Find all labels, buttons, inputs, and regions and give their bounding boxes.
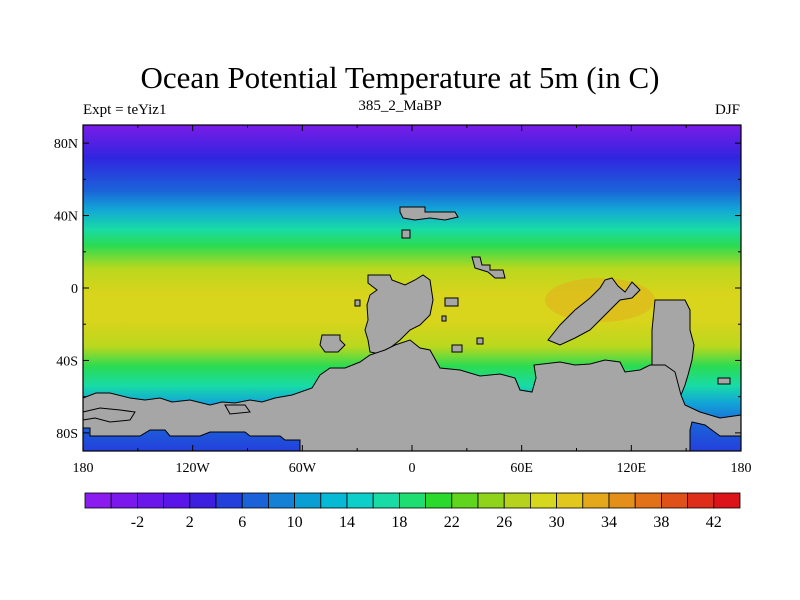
colorbar-swatch [189,492,217,509]
x-tick-labels: 180 120W 60W 0 60E 120E 180 [73,461,752,476]
island-north-small [401,229,411,239]
season-label: DJF [714,102,740,118]
colorbar [84,492,741,509]
colorbar-swatch [425,492,453,509]
colorbar-swatch [294,492,322,509]
x-tick-label: 60W [289,461,317,476]
island-small-5 [476,337,484,345]
colorbar-swatch [556,492,584,509]
colorbar-swatch [398,492,426,509]
axis-ticks [82,125,742,451]
colorbar-swatch [713,492,741,509]
land-masses [82,206,742,452]
colorbar-swatch [267,492,295,509]
x-tick-label: 180 [731,461,752,476]
ice-shelf-mid [224,404,251,415]
colorbar-swatch [136,492,164,509]
y-tick-label: 80N [54,137,78,152]
colorbar-swatch [582,492,610,509]
x-tick-label: 0 [409,461,416,476]
colorbar-label: 38 [653,514,669,531]
y-tick-label: 80S [56,427,78,442]
x-tick-label: 60E [510,461,533,476]
period-label: 385_2_MaBP [358,98,442,114]
y-tick-labels: 80N 40N 0 40S 80S [54,137,78,442]
colorbar-label: 42 [706,514,722,531]
colorbar-label: 6 [238,514,246,531]
landmass-east [547,277,641,346]
colorbar-labels: -2 2 6 10 14 18 22 26 30 34 38 42 [131,514,722,531]
colorbar-swatch [608,492,636,509]
ice-shelf-west [82,407,136,423]
colorbar-label: 34 [601,514,617,531]
colorbar-swatch [687,492,715,509]
y-tick-label: 40N [54,210,78,225]
island-small-2 [444,297,459,307]
island-east-1 [471,256,506,279]
colorbar-swatch [320,492,348,509]
colorbar-swatch [451,492,479,509]
colorbar-label: 18 [391,514,407,531]
colorbar-label: 14 [339,514,355,531]
colorbar-swatch [530,492,558,509]
colorbar-swatch [634,492,662,509]
colorbar-swatch [84,492,112,509]
island-small-1 [354,299,361,307]
colorbar-swatch [110,492,138,509]
y-tick-label: 0 [71,282,78,297]
colorbar-swatch [346,492,374,509]
colorbar-swatch [215,492,243,509]
experiment-label: Expt = teYiz1 [83,102,167,118]
landmass-north [399,206,459,221]
colorbar-label: -2 [131,514,144,531]
colorbar-label: 26 [496,514,512,531]
colorbar-swatch [372,492,400,509]
colorbar-swatch [163,492,191,509]
landmass-central [364,274,434,355]
colorbar-swatch [477,492,505,509]
y-tick-label: 40S [56,354,78,369]
colorbar-label: 10 [287,514,303,531]
x-tick-label: 120W [176,461,211,476]
island-small-4 [451,344,463,353]
island-west [319,334,346,353]
colorbar-label: 22 [444,514,460,531]
page-title: Ocean Potential Temperature at 5m (in C) [140,60,660,95]
island-small-3 [441,315,447,322]
colorbar-label: 30 [549,514,565,531]
colorbar-swatch [661,492,689,509]
landmass-antarctic [82,339,742,452]
island-far-east [717,377,731,385]
x-tick-label: 180 [73,461,94,476]
colorbar-swatch [503,492,531,509]
colorbar-label: 2 [186,514,194,531]
colorbar-swatch [241,492,269,509]
x-tick-label: 120E [617,461,647,476]
